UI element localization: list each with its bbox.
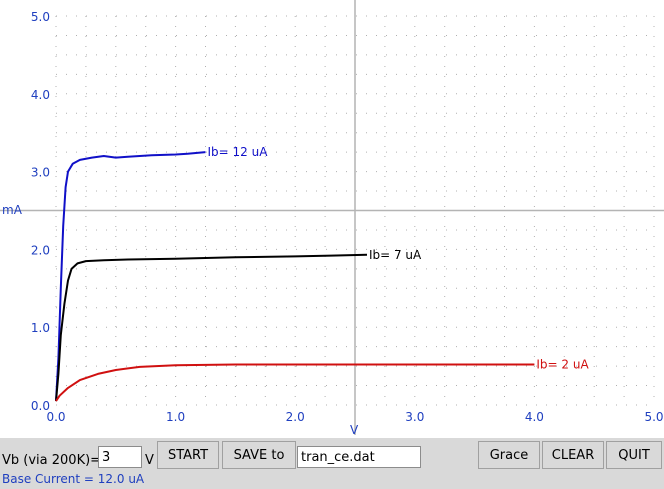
x-axis-label: V: [350, 423, 359, 437]
filename-input[interactable]: [297, 446, 421, 468]
save-to-button[interactable]: SAVE to: [222, 441, 296, 469]
series-line-2: [55, 363, 535, 402]
x-tick-label: 3.0: [405, 410, 424, 424]
y-tick-label: 2.0: [31, 243, 50, 257]
y-tick-label: 0.0: [31, 399, 50, 413]
clear-button[interactable]: CLEAR: [542, 441, 604, 469]
quit-button[interactable]: QUIT: [606, 441, 662, 469]
crosshair: [0, 0, 664, 435]
vb-label: Vb (via 200K)=: [2, 453, 102, 468]
tick-labels: 0.0 1.0 2.0 3.0 4.0 5.0 0.0 1.0 2.0 3.0 4.0 5.0: [31, 10, 664, 424]
series-group: [55, 151, 535, 402]
series-label-1: Ib= 7 uA: [369, 248, 422, 262]
series-label-0: Ib= 12 uA: [208, 145, 269, 159]
y-tick-label: 1.0: [31, 321, 50, 335]
start-button[interactable]: START: [157, 441, 219, 469]
x-tick-label: 2.0: [286, 410, 305, 424]
series-labels: Ib= 12 uA Ib= 7 uA Ib= 2 uA: [208, 145, 590, 371]
plot-canvas: Ib= 12 uA Ib= 7 uA Ib= 2 uA 0.0 1.0 2.0 3.0 4.…: [0, 0, 664, 438]
vb-input[interactable]: [98, 446, 142, 468]
x-tick-label: 5.0: [644, 410, 663, 424]
y-tick-label: 3.0: [31, 166, 50, 180]
series-line-1: [55, 253, 368, 402]
y-tick-label: 5.0: [31, 10, 50, 24]
grace-button[interactable]: Grace: [478, 441, 540, 469]
plot-background: [0, 0, 664, 438]
y-tick-label: 4.0: [31, 88, 50, 102]
series-label-2: Ib= 2 uA: [536, 358, 589, 372]
series-line-0: [55, 151, 206, 402]
base-current-status: Base Current = 12.0 uA: [2, 472, 145, 486]
x-tick-label: 1.0: [166, 410, 185, 424]
y-axis-label: mA: [2, 203, 23, 217]
x-tick-label: 0.0: [46, 410, 65, 424]
x-tick-label: 4.0: [525, 410, 544, 424]
vb-unit-label: V: [145, 453, 154, 468]
